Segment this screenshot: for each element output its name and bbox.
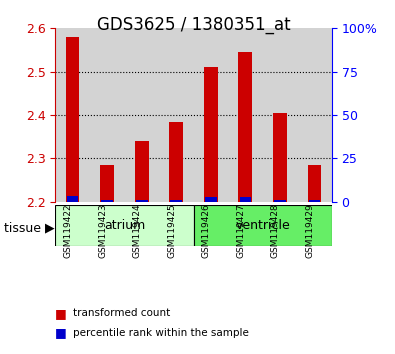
- Text: GSM119424: GSM119424: [133, 204, 142, 258]
- Bar: [124, 28, 159, 202]
- Bar: [204, 67, 218, 202]
- Text: transformed count: transformed count: [73, 308, 170, 318]
- Bar: [297, 28, 332, 202]
- Text: GSM119423: GSM119423: [98, 204, 107, 258]
- Bar: [308, 165, 322, 202]
- Bar: [228, 28, 263, 202]
- Bar: [205, 196, 217, 202]
- Bar: [67, 196, 79, 202]
- Bar: [273, 113, 287, 202]
- Text: GSM119427: GSM119427: [236, 204, 245, 258]
- Bar: [239, 196, 251, 202]
- Bar: [159, 28, 194, 202]
- Text: ventricle: ventricle: [235, 219, 290, 232]
- Bar: [169, 121, 183, 202]
- Text: ■: ■: [55, 307, 67, 320]
- Text: percentile rank within the sample: percentile rank within the sample: [73, 328, 249, 338]
- Text: atrium: atrium: [104, 219, 145, 232]
- Bar: [170, 200, 182, 202]
- Bar: [194, 28, 228, 202]
- Bar: [101, 200, 113, 202]
- Text: ■: ■: [55, 326, 67, 339]
- Text: tissue ▶: tissue ▶: [4, 222, 55, 235]
- FancyBboxPatch shape: [194, 205, 332, 246]
- Text: GSM119429: GSM119429: [305, 204, 314, 258]
- Bar: [90, 28, 124, 202]
- Bar: [274, 200, 286, 202]
- Text: GSM119422: GSM119422: [64, 204, 73, 258]
- Bar: [66, 37, 79, 202]
- Bar: [100, 165, 114, 202]
- Bar: [239, 52, 252, 202]
- Bar: [55, 28, 90, 202]
- Text: GSM119428: GSM119428: [271, 204, 280, 258]
- Bar: [263, 28, 297, 202]
- FancyBboxPatch shape: [55, 205, 194, 246]
- Text: GSM119426: GSM119426: [202, 204, 211, 258]
- Bar: [135, 141, 149, 202]
- Bar: [308, 200, 320, 202]
- Text: GSM119425: GSM119425: [167, 204, 176, 258]
- Text: GDS3625 / 1380351_at: GDS3625 / 1380351_at: [97, 16, 290, 34]
- Bar: [136, 200, 148, 202]
